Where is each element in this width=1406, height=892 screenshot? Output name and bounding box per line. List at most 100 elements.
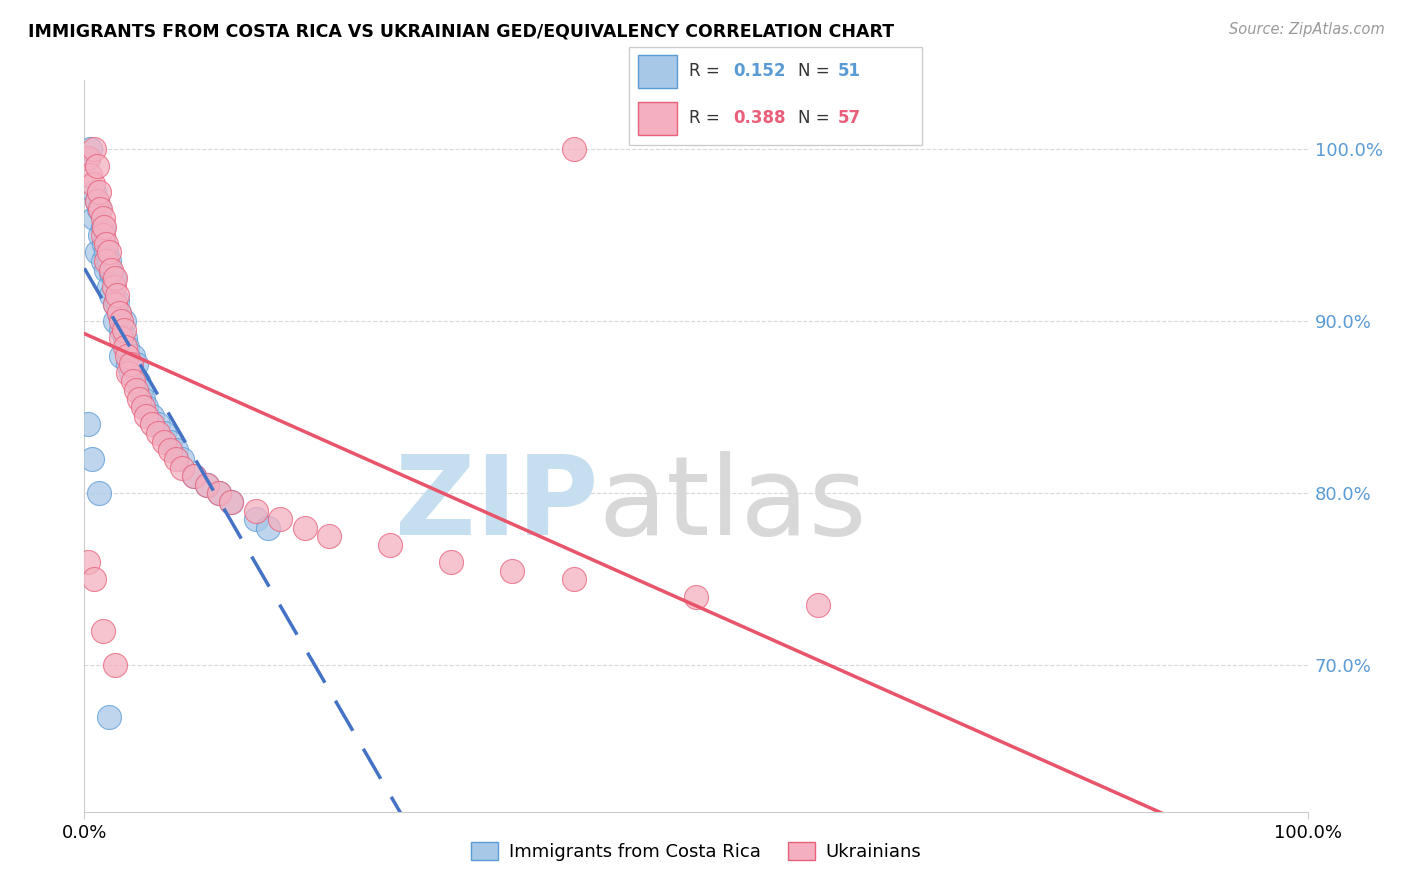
Point <box>96 262 118 277</box>
FancyBboxPatch shape <box>638 102 678 135</box>
Text: 57: 57 <box>838 110 860 128</box>
Point <box>165 451 187 466</box>
Point <box>153 426 176 441</box>
Point <box>562 573 585 587</box>
Point <box>146 426 169 441</box>
Point <box>135 409 157 423</box>
Point <box>318 529 340 543</box>
Point <box>219 495 242 509</box>
Point <box>117 366 139 380</box>
Point <box>103 271 125 285</box>
Point <box>159 443 181 458</box>
Point <box>112 323 135 337</box>
Point <box>83 573 105 587</box>
Point <box>122 375 145 389</box>
Point <box>245 503 267 517</box>
Point <box>122 349 145 363</box>
Point <box>440 555 463 569</box>
Point <box>172 460 194 475</box>
Point <box>807 598 830 612</box>
Point <box>87 486 110 500</box>
Point <box>97 245 120 260</box>
Point <box>685 590 707 604</box>
Point <box>77 151 100 165</box>
Point <box>112 314 135 328</box>
Point <box>77 555 100 569</box>
Point <box>104 658 127 673</box>
Point <box>128 392 150 406</box>
Point <box>104 271 127 285</box>
Point <box>208 486 231 500</box>
Point <box>82 177 104 191</box>
Point <box>104 314 127 328</box>
Legend: Immigrants from Costa Rica, Ukrainians: Immigrants from Costa Rica, Ukrainians <box>464 835 928 869</box>
Point <box>77 417 100 432</box>
Point <box>91 211 114 225</box>
Point <box>86 194 108 208</box>
Point <box>110 323 132 337</box>
Point <box>141 417 163 432</box>
Point <box>87 185 110 199</box>
Text: ZIP: ZIP <box>395 451 598 558</box>
Point <box>86 245 108 260</box>
Point <box>195 477 218 491</box>
Point <box>97 280 120 294</box>
Point <box>105 293 128 308</box>
Point <box>562 142 585 156</box>
Point <box>120 366 142 380</box>
Point <box>86 159 108 173</box>
Point <box>153 434 176 449</box>
Point <box>172 451 194 466</box>
Point <box>502 564 524 578</box>
Point <box>104 297 127 311</box>
Point <box>100 288 122 302</box>
Point <box>114 331 136 345</box>
Point <box>183 469 205 483</box>
Point <box>83 185 105 199</box>
Text: R =: R = <box>689 62 725 80</box>
Point <box>110 314 132 328</box>
Point <box>132 392 155 406</box>
Point <box>294 521 316 535</box>
Point <box>245 512 267 526</box>
Text: atlas: atlas <box>598 451 866 558</box>
Text: R =: R = <box>689 110 725 128</box>
Point <box>141 409 163 423</box>
Point <box>97 254 120 268</box>
Point <box>135 401 157 415</box>
Point <box>117 357 139 371</box>
Point <box>125 383 148 397</box>
Point <box>103 280 125 294</box>
Point <box>87 202 110 217</box>
Point <box>125 357 148 371</box>
Point <box>93 236 115 251</box>
Point <box>100 266 122 280</box>
Point <box>132 401 155 415</box>
Point <box>80 451 103 466</box>
Point <box>127 375 149 389</box>
Point <box>219 495 242 509</box>
Point <box>159 434 181 449</box>
Point <box>208 486 231 500</box>
Text: 0.388: 0.388 <box>733 110 786 128</box>
Point <box>97 710 120 724</box>
Point <box>269 512 291 526</box>
Point <box>115 349 138 363</box>
Point <box>104 297 127 311</box>
Point <box>257 521 280 535</box>
FancyBboxPatch shape <box>628 46 922 145</box>
Point <box>96 254 118 268</box>
Point <box>89 228 111 243</box>
Point <box>89 202 111 217</box>
Point <box>107 305 129 319</box>
Point <box>91 219 114 234</box>
Point <box>105 288 128 302</box>
Point <box>165 443 187 458</box>
Text: 0.152: 0.152 <box>733 62 786 80</box>
Point <box>146 417 169 432</box>
Point <box>110 349 132 363</box>
Point <box>100 262 122 277</box>
Point <box>120 357 142 371</box>
Point <box>79 142 101 156</box>
Point <box>96 236 118 251</box>
